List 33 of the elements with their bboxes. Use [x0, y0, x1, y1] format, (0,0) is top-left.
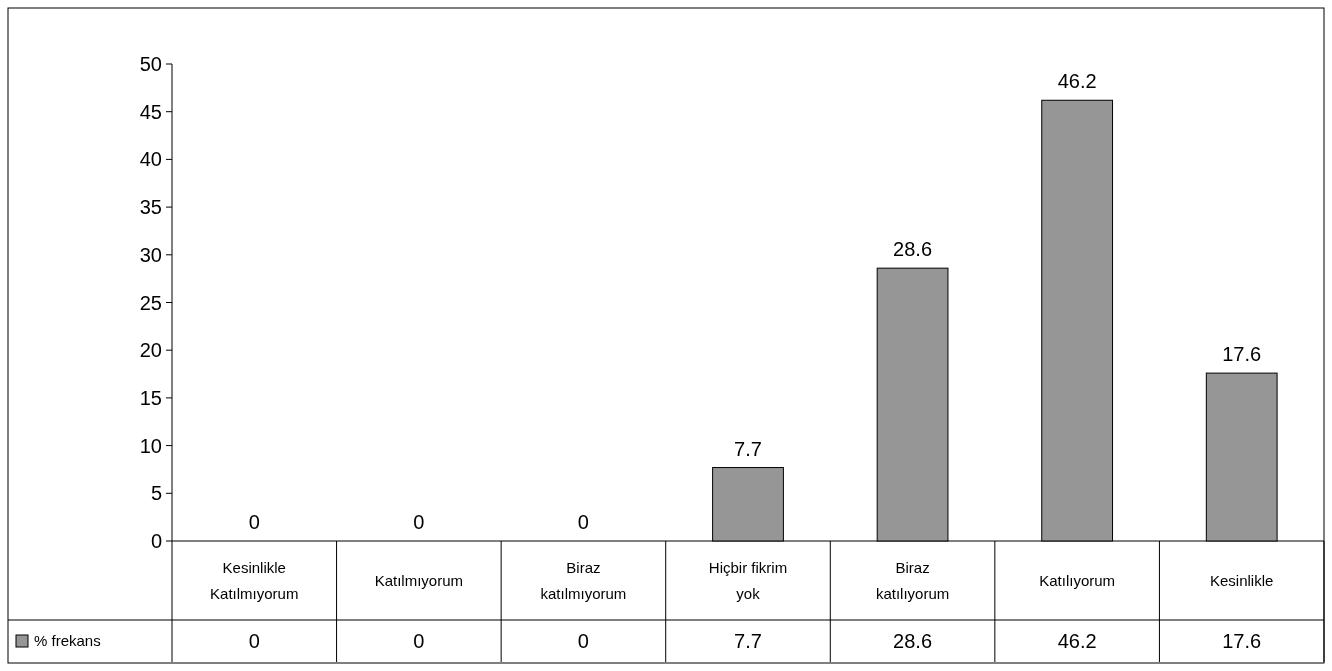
- y-tick-label: 5: [150, 482, 162, 505]
- y-tick-label: 35: [139, 196, 162, 219]
- annotation: 7.7: [734, 437, 762, 460]
- annotation: 46.2: [1057, 70, 1097, 93]
- data-label: 7.7: [734, 630, 762, 652]
- x-tick-label: Hiçbir fikrim yok: [708, 558, 788, 602]
- x-tick-label: Biraz katılıyorum: [875, 558, 950, 602]
- annotation: 0: [413, 511, 425, 533]
- y-tick-label: 0: [150, 530, 162, 552]
- x-tick-label: Kesinlikle Katılmıyorum: [210, 558, 299, 602]
- annotation: 17.6: [1222, 343, 1262, 366]
- x-tick-label: Katılmıyorum: [374, 571, 464, 589]
- y-tick-label: 10: [139, 434, 162, 457]
- data-label: 17.6: [1222, 630, 1262, 652]
- legend-label: % frekans: [34, 632, 101, 650]
- x-tick-label: Biraz katılmıyorum: [540, 558, 627, 602]
- data-label: 28.6: [893, 630, 933, 652]
- y-tick-label: 25: [139, 291, 162, 314]
- data-label: 0: [413, 630, 425, 652]
- y-tick-label: 15: [139, 386, 162, 409]
- data-label: 0: [248, 630, 260, 652]
- y-tick-label: 20: [139, 339, 162, 362]
- y-tick-label: 45: [139, 100, 162, 123]
- y-tick-label: 40: [139, 148, 162, 171]
- x-tick-label: Kesinlikle: [1210, 571, 1274, 589]
- annotation: 28.6: [893, 238, 933, 261]
- y-tick-label: 50: [139, 53, 162, 75]
- annotation: 0: [577, 511, 589, 533]
- annotation: 0: [248, 511, 260, 533]
- data-label: 0: [577, 630, 589, 652]
- y-tick-label: 30: [139, 243, 162, 266]
- x-tick-label: Katılıyorum: [1039, 571, 1116, 589]
- data-label: 46.2: [1057, 630, 1097, 652]
